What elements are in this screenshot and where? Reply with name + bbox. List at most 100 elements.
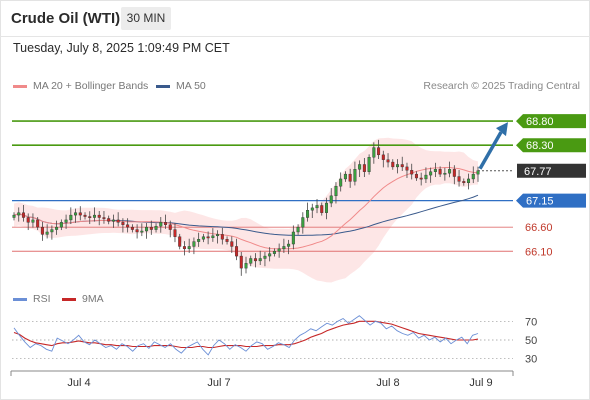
candle-body xyxy=(21,212,25,218)
candle-body xyxy=(178,236,182,247)
candle-body xyxy=(149,226,153,230)
instrument-title: Crude Oil (WTI) xyxy=(11,10,121,27)
candle-body xyxy=(476,170,480,175)
candle-body xyxy=(386,159,390,163)
candle-body xyxy=(192,241,196,247)
candle-body xyxy=(268,253,272,257)
candle-body xyxy=(310,207,314,211)
timestamp: Tuesday, July 8, 2025 1:09:49 PM CET xyxy=(13,41,230,55)
x-tick-label: Jul 7 xyxy=(207,377,230,389)
ma9-line xyxy=(13,320,479,349)
candle-body xyxy=(211,235,215,238)
candle-body xyxy=(348,173,352,182)
bollinger-band xyxy=(14,137,478,283)
candle-body xyxy=(17,212,21,216)
candle-body xyxy=(253,258,257,262)
candle-body xyxy=(362,164,366,172)
candle-body xyxy=(272,251,276,254)
candle-body xyxy=(424,174,428,180)
credit-text: Research © 2025 Trading Central xyxy=(423,80,580,92)
ma20-line xyxy=(13,167,479,250)
candle-body xyxy=(59,222,63,228)
forecast-arrow xyxy=(478,131,503,170)
candle-body xyxy=(400,164,404,168)
candle-body xyxy=(438,169,442,175)
candle-body xyxy=(50,229,54,233)
candle-body xyxy=(244,263,248,269)
candle-body xyxy=(78,212,82,216)
rsi-tick-label: 30 xyxy=(525,354,537,366)
pivot-label: 67.15 xyxy=(526,196,554,208)
candle-body xyxy=(372,147,376,158)
legend-ma50-label: MA 50 xyxy=(176,80,206,92)
candle-body xyxy=(471,173,475,180)
candle-body xyxy=(405,166,409,171)
rsi-line xyxy=(13,315,479,356)
candle-body xyxy=(145,226,149,232)
header-bar: Crude Oil (WTI) 30 MIN xyxy=(0,0,590,37)
candle-body xyxy=(315,205,319,209)
candle-body xyxy=(201,236,205,240)
candle-body xyxy=(173,229,177,237)
candle-body xyxy=(182,246,186,250)
candle-body xyxy=(429,171,433,176)
candle-body xyxy=(154,225,158,230)
forecast-arrow-head xyxy=(496,122,508,137)
ma50-swatch xyxy=(156,85,170,88)
rsi-tick-label: 50 xyxy=(525,335,537,347)
candle-body xyxy=(367,157,371,172)
timeframe-button[interactable]: 30 MIN xyxy=(121,7,171,30)
candle-body xyxy=(452,169,456,177)
candle-body xyxy=(97,214,101,218)
last-price-label: 67.77 xyxy=(524,166,552,178)
candle-body xyxy=(343,173,347,180)
candle-body xyxy=(126,224,130,228)
candle-body xyxy=(102,217,106,219)
candle-body xyxy=(249,258,253,264)
candle-body xyxy=(45,231,49,235)
candle-body xyxy=(135,229,139,233)
legend-rsi-label: RSI xyxy=(33,293,51,305)
target-label: 68.80 xyxy=(526,116,554,128)
candle-body xyxy=(121,222,125,225)
candle-body xyxy=(353,169,357,182)
x-tick-label: Jul 8 xyxy=(376,377,399,389)
candle-body xyxy=(107,218,111,222)
candle-body xyxy=(140,230,144,233)
legend-ma9-label: 9MA xyxy=(82,293,104,305)
candle-body xyxy=(159,222,163,227)
candle-body xyxy=(69,214,73,221)
candle-body xyxy=(130,226,134,230)
candle-body xyxy=(116,219,120,223)
candle-body xyxy=(258,258,262,262)
candle-body xyxy=(168,224,172,230)
candle-body xyxy=(187,246,191,250)
target-label: 68.30 xyxy=(526,140,554,152)
candle-body xyxy=(220,234,224,240)
candle-body xyxy=(31,219,35,223)
target-tag xyxy=(516,138,586,153)
candle-body xyxy=(92,214,96,218)
candle-body xyxy=(410,170,414,175)
candle-body xyxy=(448,169,452,174)
ma20-swatch xyxy=(13,85,27,88)
candle-body xyxy=(36,219,40,228)
candle-body xyxy=(414,173,418,179)
candle-body xyxy=(324,202,328,213)
candle-body xyxy=(320,205,324,213)
candle-body xyxy=(467,178,471,184)
last-price-tag xyxy=(517,163,586,178)
candle-body xyxy=(339,178,343,187)
candle-body xyxy=(197,239,201,242)
candle-body xyxy=(64,219,68,223)
rsi-swatch xyxy=(13,298,27,301)
candle-body xyxy=(12,214,16,218)
candle-body xyxy=(329,195,333,204)
candle-body xyxy=(287,243,291,247)
candle-body xyxy=(377,147,381,156)
support-label: 66.10 xyxy=(525,246,553,258)
candle-body xyxy=(358,164,362,170)
candle-body xyxy=(239,255,243,269)
candle-body xyxy=(263,255,267,259)
